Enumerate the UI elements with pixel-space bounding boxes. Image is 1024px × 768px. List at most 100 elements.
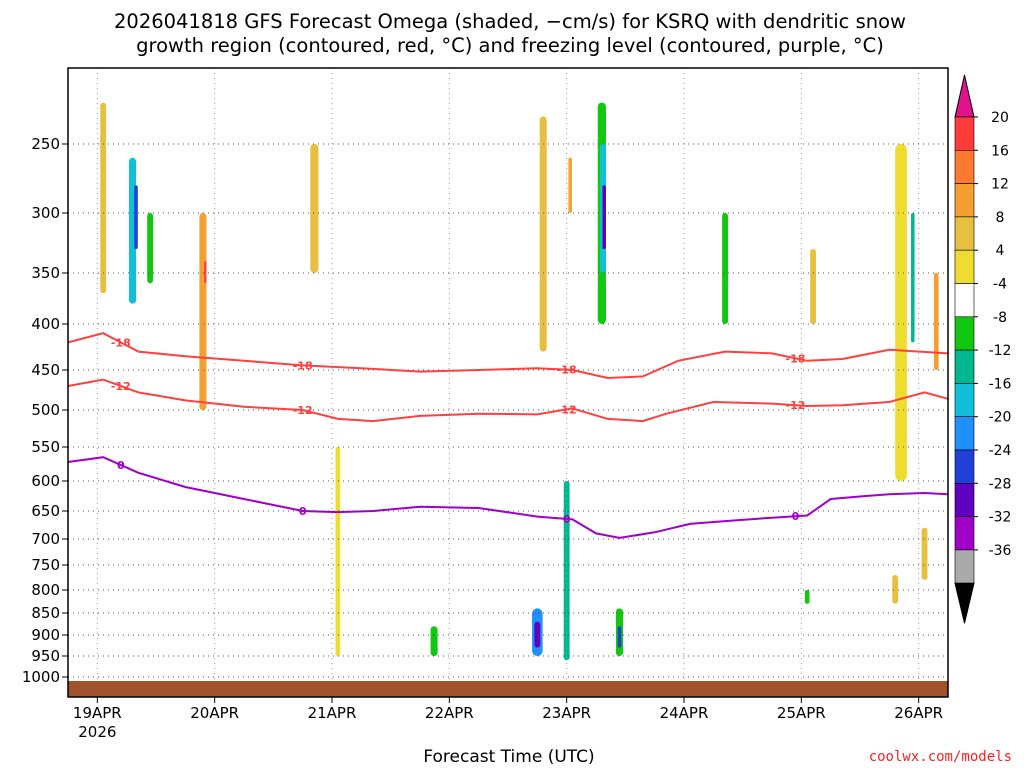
contour-dendritic-minus12 <box>67 378 949 423</box>
contour-label-dendritic-minus18-3: -18 <box>786 352 806 365</box>
contour-label-dendritic-minus12-1: -12 <box>293 404 313 417</box>
omega-cell-27 <box>462 613 472 661</box>
contour-label-freezing-level-2: 0 <box>563 513 571 526</box>
omega-cell-34 <box>921 527 928 580</box>
omega-cell-9 <box>516 144 523 361</box>
y-tick-label-4: 450 <box>31 361 60 379</box>
x-tick-label-6: 25APR <box>777 704 826 722</box>
colorbar-top-cap <box>954 74 975 118</box>
colorbar-label-0: 20 <box>991 110 1009 126</box>
y-tick-label-11: 800 <box>31 581 60 599</box>
omega-cell-30 <box>236 527 240 570</box>
omega-cell-28 <box>430 626 438 656</box>
omega-cell-17 <box>810 249 816 324</box>
y-tick-label-14: 950 <box>31 647 60 665</box>
colorbar-label-2: 12 <box>991 177 1009 193</box>
omega-cell-19 <box>911 213 915 343</box>
colorbar-label-10: -24 <box>989 443 1012 459</box>
y-tick-label-6: 550 <box>31 438 60 456</box>
y-tick-label-10: 750 <box>31 556 60 574</box>
colorbar-label-7: -12 <box>989 343 1012 359</box>
omega-cell-3 <box>134 185 138 249</box>
y-tick-label-1: 300 <box>31 204 60 222</box>
contour-label-dendritic-minus12-0: -12 <box>111 380 131 393</box>
colorbar-label-13: -36 <box>989 543 1012 559</box>
y-tick-label-12: 850 <box>31 604 60 622</box>
x-tick-label-3: 22APR <box>425 704 474 722</box>
colorbar-swatch-1 <box>954 150 975 184</box>
y-tick-label-13: 900 <box>31 626 60 644</box>
y-tick-label-8: 650 <box>31 502 60 520</box>
colorbar-swatch-3 <box>954 216 975 251</box>
plot-area: -18 -18 -18 -18 -12 -12 -12 -12 0 0 0 0 <box>67 67 949 698</box>
omega-cell-31 <box>335 447 341 656</box>
plot-background <box>68 68 948 697</box>
colorbar-label-4: 4 <box>996 243 1005 259</box>
contour-label-freezing-level-0: 0 <box>117 459 125 472</box>
contour-label-dendritic-minus18-2: -18 <box>557 364 577 377</box>
omega-cell-11 <box>568 157 572 213</box>
credit-text: coolwx.com/models <box>869 749 1012 765</box>
omega-cell-7 <box>252 116 259 250</box>
colorbar-swatch-12 <box>954 516 975 551</box>
omega-cell-4 <box>147 213 154 284</box>
chart-title-line1: 2026041818 GFS Forecast Omega (shaded, −… <box>114 10 906 33</box>
y-tick-label-0: 250 <box>31 135 60 153</box>
chart-title-line2: growth region (contoured, red, °C) and f… <box>136 34 884 57</box>
colorbar-swatch-7 <box>954 349 975 384</box>
colorbar-swatch-0 <box>954 116 975 151</box>
colorbar-swatch-8 <box>954 383 975 417</box>
omega-cell-18 <box>895 144 907 481</box>
y-axis: 250 300 350 400 450 500 550 600 650 700 750 800 850 9… <box>22 135 68 686</box>
x-tick-label-7: 26APR <box>894 704 943 722</box>
omega-cell-0 <box>89 249 99 386</box>
omega-cell-23 <box>534 621 541 648</box>
contour-label-dendritic-minus12-3: -12 <box>786 399 806 412</box>
x-tick-label-1: 20APR <box>190 704 239 722</box>
contour-label-dendritic-minus18-1: -18 <box>293 359 313 372</box>
colorbar-label-1: 16 <box>991 143 1009 159</box>
contour-label-freezing-level-3: 0 <box>792 510 800 523</box>
colorbar-swatch-6 <box>954 316 975 351</box>
omega-cell-26 <box>617 626 622 648</box>
contour-label-freezing-level-1: 0 <box>299 505 307 518</box>
colorbar-swatch-2 <box>954 183 975 218</box>
omega-cell-33 <box>892 575 899 604</box>
colorbar-label-6: -8 <box>993 310 1007 326</box>
x-tick-sublabel-0: 2026 <box>78 723 116 741</box>
omega-cell-32 <box>804 590 810 604</box>
colorbar-label-5: -4 <box>993 277 1007 293</box>
y-tick-label-3: 400 <box>31 315 60 333</box>
omega-cell-29 <box>153 613 159 644</box>
contour-label-dendritic-minus12-2: -12 <box>557 403 577 416</box>
omega-cell-15 <box>701 102 714 237</box>
x-axis-title: Forecast Time (UTC) <box>423 747 594 767</box>
plot-border <box>67 67 949 698</box>
colorbar-label-8: -16 <box>989 376 1012 392</box>
colorbar-swatch-10 <box>954 449 975 484</box>
x-tick-label-4: 23APR <box>542 704 591 722</box>
y-tick-label-9: 700 <box>31 530 60 548</box>
colorbar-legend: 20 16 12 8 4 -4 -8 -12 -16 -20 -24 -28 -32 -36 <box>954 74 1012 624</box>
contour-dendritic-minus18 <box>67 332 949 380</box>
colorbar-bottom-cap <box>954 582 975 624</box>
contour-freezing-level <box>67 456 949 539</box>
y-tick-label-5: 500 <box>31 401 60 419</box>
ground-strip <box>68 681 948 697</box>
colorbar-swatch-5 <box>954 283 975 318</box>
colorbar-swatch-9 <box>954 416 975 451</box>
omega-cell-10 <box>539 116 547 352</box>
omega-cell-8 <box>310 144 319 273</box>
omega-cell-14 <box>602 185 606 249</box>
y-tick-label-15: 1000 <box>22 668 60 686</box>
colorbar-label-9: -20 <box>989 410 1012 426</box>
y-tick-label-2: 350 <box>31 264 60 282</box>
colorbar-label-11: -28 <box>989 476 1012 492</box>
contour-label-dendritic-minus18-0: -18 <box>111 336 131 349</box>
colorbar-swatch-13 <box>954 549 975 584</box>
omega-cell-1 <box>100 102 107 294</box>
omega-cell-5 <box>199 213 207 410</box>
omega-cell-20 <box>933 273 939 370</box>
